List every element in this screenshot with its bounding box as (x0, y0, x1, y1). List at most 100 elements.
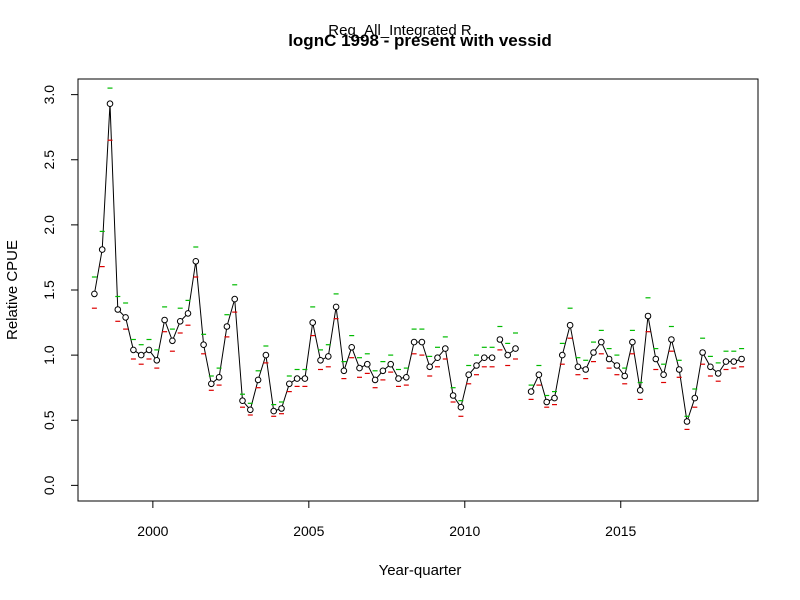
cpue-point (332, 303, 340, 311)
cpue-point (278, 405, 285, 412)
cpue-point (683, 418, 691, 425)
cpue-point (605, 355, 613, 363)
y-axis: 0.0 0.5 1.0 1.5 2.0 2.5 3.0 (41, 85, 79, 495)
cpue-point (387, 360, 395, 368)
cpue-point (629, 338, 636, 346)
chart-subtitle: Reg_All_Integrated R (328, 22, 472, 39)
y-tick-label: 1.5 (41, 280, 57, 300)
series-layer (91, 100, 745, 425)
cpue-point (535, 371, 543, 379)
cpue-point (675, 366, 683, 373)
cpue-point (309, 319, 317, 326)
cpue-point (137, 351, 145, 359)
cpue-point (293, 375, 301, 382)
x-tick-label: 2010 (449, 523, 480, 539)
cpue-point (356, 364, 363, 372)
cpue-point (644, 312, 652, 320)
x-tick-label: 2005 (293, 523, 324, 539)
y-axis-label: Relative CPUE (4, 240, 21, 340)
cpue-point (340, 367, 348, 375)
cpue-point (426, 363, 434, 371)
cpue-point (738, 355, 745, 363)
cpue-point (215, 374, 223, 381)
cpue-point (325, 353, 332, 360)
chart-title: lognC 1998 - present with vessid (288, 31, 552, 50)
cpue-point (636, 387, 644, 394)
cpue-point (254, 376, 262, 384)
cpue-point (707, 363, 714, 371)
cpue-point (481, 354, 488, 362)
cpue-point (200, 341, 207, 349)
cpue-point (379, 367, 387, 375)
cpue-point (169, 337, 176, 345)
cpue-point (262, 351, 270, 359)
cpue-point (566, 321, 574, 329)
cpue-point (668, 336, 675, 343)
confidence-interval-layer (91, 87, 745, 430)
cpue-point (247, 406, 254, 414)
y-tick-label: 1.0 (41, 345, 57, 365)
cpue-point (473, 362, 480, 369)
cpue-point (496, 336, 504, 343)
cpue-point (239, 397, 246, 405)
cpue-point (621, 372, 629, 380)
cpue-point (176, 318, 184, 325)
cpue-point (161, 316, 168, 324)
cpue-point (652, 355, 660, 363)
cpue-point (722, 358, 730, 365)
cpue-point (574, 363, 582, 371)
cpue-point (114, 306, 122, 313)
cpue-point (145, 346, 153, 354)
cpue-point (286, 380, 293, 388)
cpue-point (559, 351, 566, 359)
cpue-series-line (530, 315, 742, 422)
cpue-series-line (93, 103, 493, 412)
y-tick-label: 0.0 (41, 475, 57, 495)
cpue-point (442, 345, 449, 352)
cpue-point (590, 349, 597, 356)
cpue-point (270, 407, 278, 415)
cpue-point (457, 403, 465, 411)
cpue-point (543, 398, 551, 406)
y-tick-label: 3.0 (41, 85, 57, 105)
cpue-point (418, 338, 426, 346)
cpue-point (208, 380, 215, 388)
cpue-point (660, 371, 667, 379)
cpue-point (434, 354, 441, 362)
cpue-point (130, 346, 137, 354)
cpue-point (527, 388, 535, 395)
cpue-point (691, 394, 699, 402)
cpue-point (504, 351, 512, 359)
cpue-point (231, 295, 238, 303)
cpue-point (371, 376, 379, 384)
cpue-point (730, 358, 738, 365)
cpue-point (223, 323, 231, 330)
cpue-point (410, 338, 418, 346)
cpue-point (91, 290, 98, 298)
cpue-point (512, 345, 519, 352)
plot-frame (77, 78, 759, 502)
cpue-point (403, 374, 410, 381)
cpue-point (364, 360, 371, 368)
cpue-point (582, 366, 590, 373)
cpue-point (106, 100, 114, 107)
y-tick-label: 2.0 (41, 215, 57, 235)
cpue-point (551, 394, 558, 402)
cpue-point (598, 338, 605, 346)
cpue-point (301, 375, 309, 382)
cpue-point (699, 349, 706, 356)
cpue-point (153, 357, 161, 364)
y-tick-label: 2.5 (41, 150, 57, 170)
cpue-point (488, 354, 496, 362)
x-axis: 2000 2005 2010 2015 (137, 500, 637, 539)
cpue-point (613, 362, 621, 369)
cpue-point (449, 392, 457, 399)
x-tick-label: 2015 (605, 523, 636, 539)
cpue-point (184, 310, 192, 317)
cpue-point (714, 370, 722, 377)
cpue-point (348, 344, 356, 351)
cpue-point (465, 371, 473, 379)
x-axis-label: Year-quarter (379, 562, 462, 579)
cpue-point (317, 357, 324, 364)
